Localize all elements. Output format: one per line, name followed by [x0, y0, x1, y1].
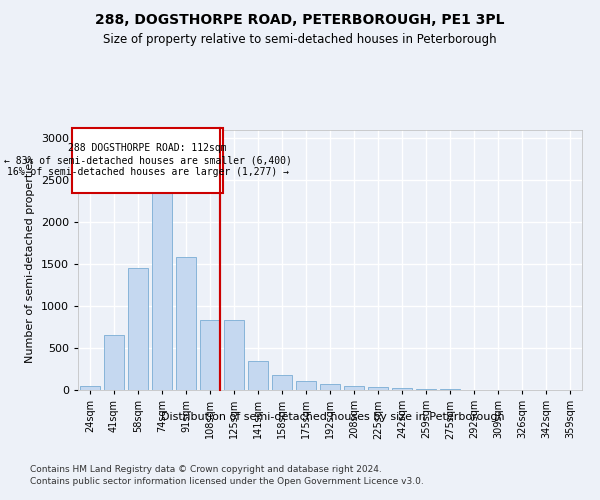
Bar [200, 320, 220, 390]
Text: 288 DOGSTHORPE ROAD: 112sqm
← 83% of semi-detached houses are smaller (6,400)
16: 288 DOGSTHORPE ROAD: 112sqm ← 83% of sem… [4, 144, 292, 176]
Text: Size of property relative to semi-detached houses in Peterborough: Size of property relative to semi-detach… [103, 32, 497, 46]
Bar [416, 388, 436, 390]
Bar [368, 388, 388, 390]
Bar [272, 375, 292, 390]
Text: 288, DOGSTHORPE ROAD, PETERBOROUGH, PE1 3PL: 288, DOGSTHORPE ROAD, PETERBOROUGH, PE1 … [95, 12, 505, 26]
Bar [80, 386, 100, 390]
Bar [248, 360, 268, 390]
Bar [224, 320, 244, 390]
Text: Distribution of semi-detached houses by size in Peterborough: Distribution of semi-detached houses by … [161, 412, 505, 422]
Bar [128, 268, 148, 390]
Text: Contains public sector information licensed under the Open Government Licence v3: Contains public sector information licen… [30, 478, 424, 486]
Bar [152, 180, 172, 390]
Y-axis label: Number of semi-detached properties: Number of semi-detached properties [25, 157, 35, 363]
Bar [320, 384, 340, 390]
Bar [440, 389, 460, 390]
Bar [176, 258, 196, 390]
Bar [104, 336, 124, 390]
Bar [392, 388, 412, 390]
Bar [296, 381, 316, 390]
Text: Contains HM Land Registry data © Crown copyright and database right 2024.: Contains HM Land Registry data © Crown c… [30, 465, 382, 474]
Bar [344, 386, 364, 390]
